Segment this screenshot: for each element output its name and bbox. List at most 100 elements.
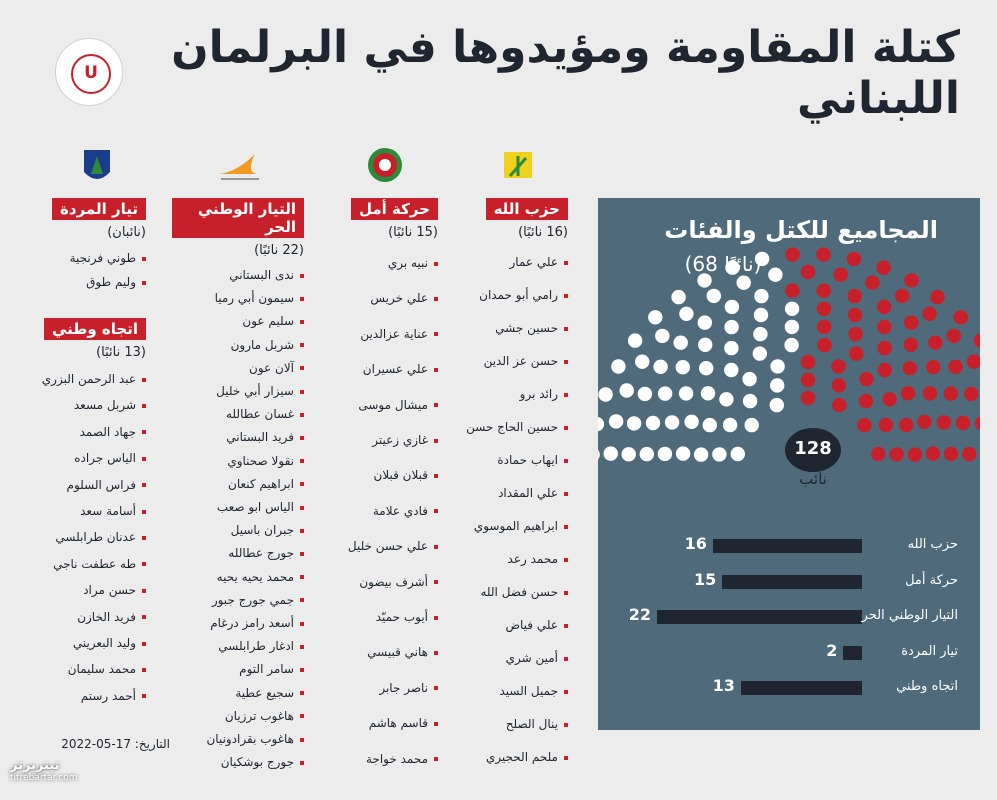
bar-label: حزب الله [907, 537, 958, 552]
bar-label: اتجاه وطني [896, 679, 958, 694]
seat-dot [598, 387, 613, 402]
member-name: ابراهيم كنعان [172, 473, 304, 496]
party-heading: التيار الوطني الحر [172, 198, 304, 238]
seat-dot [673, 335, 688, 350]
seat-dot [902, 361, 917, 376]
seat-dot [966, 354, 980, 369]
member-name: شربل مسعد [40, 392, 146, 418]
date-label: التاريخ: 17-05-2022 [61, 737, 170, 751]
seat-dot [753, 326, 768, 342]
seat-dot [800, 354, 816, 370]
seat-dot [675, 360, 690, 375]
member-name: ادغار طرابلسي [172, 635, 304, 658]
member-name: علي عمار [460, 246, 568, 279]
party-heading: حزب الله [485, 198, 568, 220]
member-name: حسين الحاج حسن [460, 411, 568, 444]
amal-logo-icon [368, 148, 402, 182]
seat-dot [725, 260, 740, 275]
seat-dot [878, 417, 894, 433]
bar-label: التيار الوطني الحر [861, 608, 958, 623]
member-name: الياس ابو صعب [172, 496, 304, 519]
member-name: وليد البعريني [40, 630, 146, 656]
seat-dot [744, 417, 759, 433]
seat-dot [963, 386, 979, 402]
page-title: كتلة المقاومة ومؤيدوها في البرلمان اللبن… [171, 22, 960, 124]
member-name: قبلان قبلان [330, 458, 438, 493]
seat-dot [859, 371, 874, 387]
seat-dot [698, 337, 713, 352]
seat-dot [770, 359, 785, 374]
bar [740, 681, 862, 695]
seat-dot [816, 247, 831, 262]
column-hezbollah: حزب الله (16 نائبًا) علي عمار رامي أبو حم… [460, 198, 568, 774]
seat-dot [922, 386, 938, 401]
seat-dot [637, 386, 653, 402]
member-name: ميشال موسى [330, 388, 438, 423]
seat-dot [621, 447, 636, 462]
bar-label: تيار المردة [901, 643, 958, 659]
seat-dot [877, 340, 892, 356]
member-name: ابراهيم الموسوي [460, 510, 568, 543]
member-name: طه عطفت ناجي [40, 551, 146, 577]
seat-dot [752, 346, 767, 361]
member-name: جهاد الصمد [40, 419, 146, 445]
seat-dot [627, 333, 643, 348]
member-name: حسن فضل الله [460, 576, 568, 609]
member-name: أمين شري [460, 642, 568, 675]
seat-dot [697, 273, 712, 288]
seat-dot [973, 333, 980, 348]
seat-dot [598, 449, 600, 460]
member-name: غسان عطالله [172, 403, 304, 426]
seat-dot [800, 390, 816, 406]
bar [843, 645, 862, 660]
seat-dot [847, 288, 862, 304]
seat-dot [936, 415, 952, 430]
member-name: غازي زعيتر [330, 423, 438, 458]
publisher-logo: U [55, 38, 123, 106]
seat-dot [784, 301, 800, 316]
member-name: جمي جورج جبور [172, 589, 304, 612]
member-name: فريد البستاني [172, 426, 304, 449]
seat-dot [926, 360, 941, 375]
member-name: علي فياض [460, 609, 568, 642]
bar-label: حركة أمل [905, 572, 958, 588]
member-name: طوني فرنجية [40, 246, 146, 270]
member-name: محمد سليمان [40, 656, 146, 682]
seat-dot [754, 251, 770, 267]
seat-dot [865, 275, 880, 290]
member-name: سليم عون [172, 310, 304, 333]
member-name: سامر التوم [172, 658, 304, 681]
party-count: (16 نائبًا) [518, 225, 568, 240]
seat-dot [948, 359, 963, 374]
member-name: قاسم هاشم [330, 706, 438, 741]
seat-dot [895, 288, 910, 304]
seat-dot [930, 289, 945, 305]
seat-dot [943, 446, 959, 462]
member-name: سيزار أبي خليل [172, 380, 304, 403]
party-count: (15 نائبًا) [388, 225, 438, 240]
bar-value: 16 [684, 534, 707, 553]
party-heading: تيار المردة [52, 198, 146, 220]
seat-dot [846, 251, 862, 267]
seat-dot [648, 310, 663, 325]
bar-value: 13 [712, 676, 735, 695]
member-name: هاني قبيسي [330, 635, 438, 670]
total-seats-label: نائب [799, 470, 827, 488]
hezbollah-flag-icon [504, 152, 532, 178]
seat-dot [724, 319, 739, 335]
member-name: شربل مارون [172, 334, 304, 357]
seat-dot [816, 319, 832, 335]
seat-dot [678, 386, 694, 401]
seat-dot [724, 340, 739, 356]
seat-dot [849, 346, 864, 361]
column-marada: تيار المردة (نائبان) طوني فرنجية وليم طوق [40, 198, 146, 294]
seat-dot [876, 260, 891, 275]
panel-title: المجاميع للكتل والفئات [664, 216, 938, 244]
seat-dot [785, 247, 800, 262]
seat-dot [831, 359, 846, 374]
seat-dot [657, 386, 673, 401]
member-name: جورج بوشكيان [172, 751, 304, 774]
member-name: علي خريس [330, 281, 438, 316]
seat-dot [953, 310, 968, 325]
column-national-direction: اتجاه وطني (13 نائبًا) عبد الرحمن البزري… [40, 318, 146, 709]
